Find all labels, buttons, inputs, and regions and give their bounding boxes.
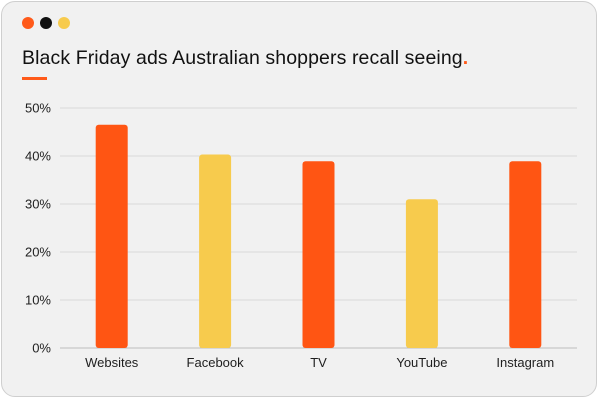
window-dot-orange[interactable] (22, 17, 34, 29)
bar-instagram[interactable] (509, 161, 542, 348)
bars (95, 124, 542, 348)
y-tick-label: 0% (32, 341, 51, 356)
y-tick-label: 30% (25, 197, 51, 212)
title-underline (22, 77, 47, 80)
bar-tv[interactable] (302, 161, 335, 348)
chart-title: Black Friday ads Australian shoppers rec… (22, 47, 468, 70)
chart-title-text: Black Friday ads Australian shoppers rec… (22, 47, 463, 69)
y-tick-label: 40% (25, 149, 51, 164)
y-tick-label: 50% (25, 101, 51, 116)
x-tick-label: Websites (85, 355, 139, 370)
x-tick-label: YouTube (396, 355, 447, 370)
window-dot-black[interactable] (40, 17, 52, 29)
y-tick-label: 20% (25, 245, 51, 260)
bar-youtube[interactable] (405, 199, 438, 348)
x-axis: Websites Facebook TV YouTube Instagram (85, 355, 554, 370)
window-controls (22, 17, 70, 29)
y-tick-label: 10% (25, 293, 51, 308)
chart-title-accent-dot: . (462, 47, 469, 69)
y-axis: 0% 10% 20% 30% 40% 50% (25, 101, 51, 356)
window-dot-yellow[interactable] (58, 17, 70, 29)
x-tick-label: TV (310, 355, 327, 370)
bar-facebook[interactable] (199, 154, 232, 348)
bar-websites[interactable] (95, 124, 128, 348)
x-tick-label: Facebook (187, 355, 245, 370)
x-tick-label: Instagram (496, 355, 554, 370)
